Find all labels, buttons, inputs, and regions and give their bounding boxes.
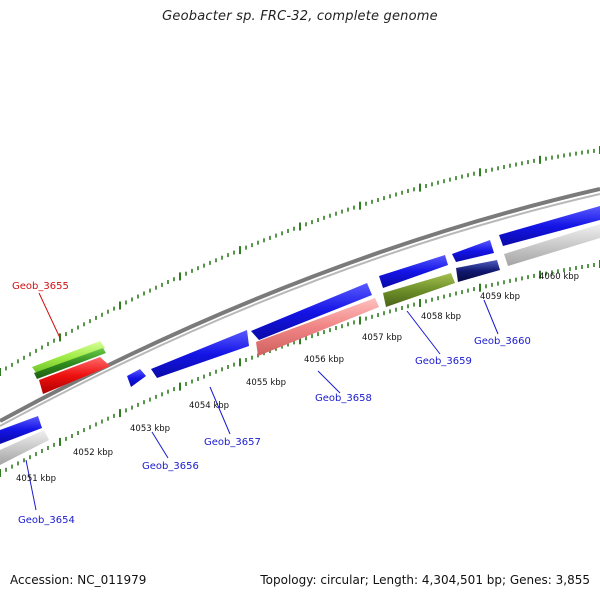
gene-arrow-geob-3654[interactable] xyxy=(0,416,42,444)
gene-arrow-geob-3659-blue[interactable] xyxy=(379,255,448,288)
gene-arrow-geob-3654-gray[interactable] xyxy=(0,430,49,465)
gene-arrow-blue-small[interactable] xyxy=(127,369,146,387)
scale-label-4052: 4052 kbp xyxy=(73,448,113,458)
scale-label-4058: 4058 kbp xyxy=(421,312,461,322)
gene-label-geob-3655[interactable]: Geob_3655 xyxy=(12,281,69,292)
accession-text: Accession: NC_011979 xyxy=(10,573,147,587)
genome-summary-text: Topology: circular; Length: 4,304,501 bp… xyxy=(260,573,590,587)
scale-labels: 4051 kbp 4052 kbp 4053 kbp 4054 kbp 4055… xyxy=(16,272,579,484)
gene-arrow-geob-3655-light[interactable] xyxy=(32,341,105,374)
gene-arrow-geob-3660[interactable] xyxy=(456,260,500,282)
gene-label-geob-3657[interactable]: Geob_3657 xyxy=(204,437,261,448)
scale-label-4060: 4060 kbp xyxy=(539,272,579,282)
gene-label-geob-3660[interactable]: Geob_3660 xyxy=(474,336,531,347)
gene-arrow-geob-3658[interactable] xyxy=(251,283,372,340)
gene-label-geob-3654[interactable]: Geob_3654 xyxy=(18,515,75,526)
gene-label-geob-3658[interactable]: Geob_3658 xyxy=(315,393,372,404)
gene-arrow-geob-3657[interactable] xyxy=(151,330,249,378)
gene-arrow-geob-3655-red[interactable] xyxy=(39,357,110,394)
callout-lines xyxy=(25,292,499,511)
map-title: Geobacter sp. FRC-32, complete genome xyxy=(162,9,438,24)
gene-label-geob-3656[interactable]: Geob_3656 xyxy=(142,461,199,472)
gene-labels: Geob_3654 Geob_3655 Geob_3656 Geob_3657 … xyxy=(12,281,531,526)
scale-label-4051: 4051 kbp xyxy=(16,474,56,484)
scale-label-4057: 4057 kbp xyxy=(362,333,402,343)
gene-arrow-geob-3658-pink[interactable] xyxy=(256,298,379,356)
gene-arrow-geob-3660-blue[interactable] xyxy=(452,240,494,262)
inner-tick-row xyxy=(0,260,600,477)
gene-label-geob-3659[interactable]: Geob_3659 xyxy=(415,356,472,367)
scale-label-4054: 4054 kbp xyxy=(189,401,229,411)
scale-label-4059: 4059 kbp xyxy=(480,292,520,302)
gene-arrow-geob-3659[interactable] xyxy=(383,273,455,307)
scale-label-4055: 4055 kbp xyxy=(246,378,286,388)
gene-arrows xyxy=(0,206,600,465)
gene-arrow-right-blue[interactable] xyxy=(499,206,600,246)
genome-backbone xyxy=(0,187,600,427)
gene-arrow-right-gray[interactable] xyxy=(504,224,600,266)
scale-label-4053: 4053 kbp xyxy=(130,424,170,434)
outer-tick-row xyxy=(0,146,600,376)
gene-arrow-geob-3655-dark[interactable] xyxy=(34,348,106,379)
scale-label-4056: 4056 kbp xyxy=(304,355,344,365)
